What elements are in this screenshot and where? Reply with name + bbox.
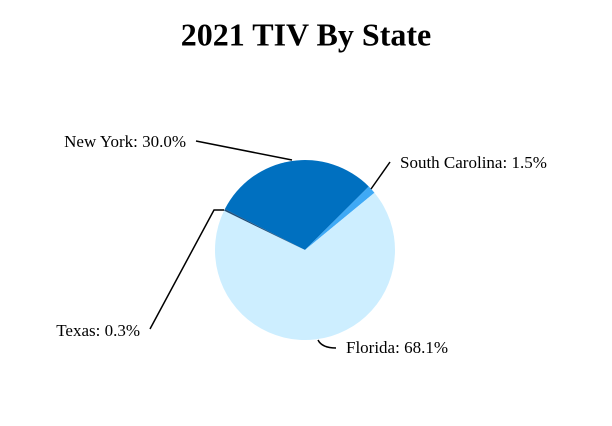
chart-title: 2021 TIV By State: [181, 16, 431, 52]
slice-label: Texas: 0.3%: [56, 321, 140, 340]
pie-slice: [305, 186, 375, 250]
leader-line: [370, 161, 391, 190]
pie-slice: [215, 192, 395, 340]
slice-label: South Carolina: 1.5%: [400, 153, 547, 172]
leader-line: [195, 140, 293, 161]
pie-slice: [224, 160, 369, 250]
slice-label: Florida: 68.1%: [346, 338, 448, 357]
leader-line: [317, 339, 337, 349]
slice-label: New York: 30.0%: [64, 132, 186, 151]
leader-line: [149, 209, 224, 330]
pie-slice: [224, 209, 305, 250]
